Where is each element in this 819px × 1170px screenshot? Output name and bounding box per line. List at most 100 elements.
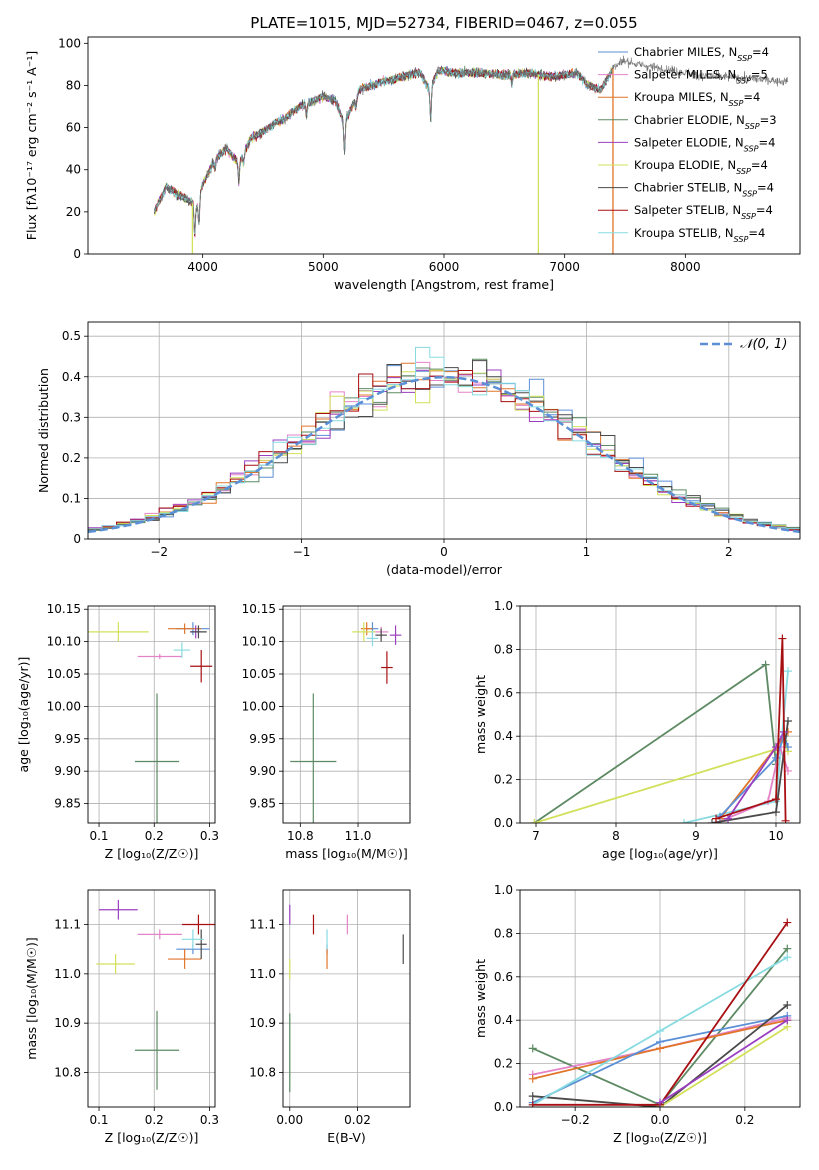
age_vs_z-plot-area bbox=[88, 622, 213, 823]
weight-marker bbox=[761, 660, 770, 669]
point-kroupa_elodie bbox=[352, 622, 376, 642]
y-tick-label: 0.8 bbox=[494, 926, 513, 940]
weight-line-chabrier_elodie bbox=[533, 663, 777, 823]
y-axis-label: Normed distribution bbox=[36, 368, 51, 493]
residual-histogram-kroupa_stelib bbox=[88, 346, 800, 530]
point-chabrier_stelib bbox=[195, 929, 207, 960]
label-part: Kroupa STELIB, N bbox=[634, 226, 734, 240]
label-part: =3 bbox=[760, 113, 777, 127]
point-salpeter_elodie bbox=[99, 899, 138, 920]
weight_vs_age-frame bbox=[519, 605, 801, 824]
legend-label: Chabrier MILES, NSSP=4 bbox=[634, 45, 769, 63]
mass_vs_ebv-plot-area bbox=[289, 904, 404, 1093]
mass_vs_ebv-frame bbox=[282, 889, 411, 1108]
weight-marker bbox=[708, 819, 716, 823]
y-tick-label: 40 bbox=[66, 163, 81, 177]
point-kroupa_stelib bbox=[181, 929, 204, 950]
label-subscript: SSP bbox=[736, 76, 751, 85]
label-subscript: SSP bbox=[736, 167, 751, 176]
legend-label: Salpeter STELIB, NSSP=4 bbox=[634, 203, 773, 221]
legend-label: Salpeter ELODIE, NSSP=4 bbox=[634, 135, 775, 153]
y-tick-label: 9.95 bbox=[249, 732, 276, 746]
point-chabrier_stelib bbox=[375, 628, 387, 642]
x-axis-label: age [log₁₀(age/yr)] bbox=[602, 846, 718, 861]
mass_vs_ebv-axes: 0.00 0.02 10.8 10.9 11.0 11.1 E(B-V) bbox=[249, 890, 410, 1145]
label-subscript: SSP bbox=[729, 99, 744, 108]
x-tick-label: −1 bbox=[293, 545, 311, 559]
y-tick-label: 0 bbox=[73, 532, 81, 546]
x-tick-label: 0.2 bbox=[735, 1113, 754, 1127]
weight-marker bbox=[712, 814, 720, 823]
weight-marker bbox=[781, 816, 790, 823]
y-tick-label: 60 bbox=[66, 121, 81, 135]
weight_vs_age-axes: 7 8 9 10 0.0 0.2 0.4 0.6 0.8 1.0 age [log₁₀(age/yr… bbox=[473, 599, 800, 861]
y-tick-label: 0.5 bbox=[62, 329, 81, 343]
y-tick-label: 0.0 bbox=[494, 1100, 513, 1114]
weight-marker bbox=[528, 1044, 537, 1053]
point-chabrier_elodie bbox=[290, 693, 337, 823]
weight-marker bbox=[724, 814, 732, 823]
x-tick-label: 2 bbox=[725, 545, 733, 559]
model-spectrum-kroupa_elodie bbox=[154, 66, 614, 235]
point-salpeter_elodie bbox=[389, 625, 402, 645]
label-part: Chabrier ELODIE, N bbox=[634, 113, 745, 127]
y-tick-label: 9.85 bbox=[249, 797, 276, 811]
x-tick-label: 8 bbox=[612, 829, 620, 843]
mass_vs_z-plot-area bbox=[96, 899, 215, 1090]
x-axis-label: wavelength [Angstrom, rest frame] bbox=[334, 277, 554, 292]
y-tick-label: 10.00 bbox=[47, 699, 81, 713]
point-salpeter_stelib bbox=[181, 914, 215, 935]
point-salpeter_stelib bbox=[190, 650, 213, 683]
point-salpeter_stelib bbox=[381, 651, 393, 684]
y-tick-label: 0.6 bbox=[494, 970, 513, 984]
y-tick-label: 10.10 bbox=[47, 635, 81, 649]
point-chabrier_elodie bbox=[134, 693, 180, 823]
x-tick-label: 0.3 bbox=[200, 829, 219, 843]
x-tick-label: 0.2 bbox=[145, 1113, 164, 1127]
label-part: Chabrier MILES, N bbox=[634, 45, 737, 59]
weight-line-salpeter_elodie bbox=[659, 1019, 788, 1104]
y-tick-label: 11.0 bbox=[54, 967, 81, 981]
weight-marker bbox=[528, 1100, 537, 1107]
weight-marker bbox=[656, 1027, 664, 1036]
label-subscript: SSP bbox=[742, 189, 757, 198]
label-part: Kroupa ELODIE, N bbox=[634, 158, 736, 172]
age_vs_z-frame bbox=[87, 605, 216, 824]
label-subscript: SSP bbox=[741, 212, 756, 221]
weight-marker bbox=[784, 667, 792, 676]
weight-line-kroupa_elodie bbox=[659, 1025, 788, 1107]
weight-marker bbox=[772, 808, 780, 817]
weight-marker bbox=[656, 1098, 664, 1107]
label-part: =4 bbox=[751, 158, 768, 172]
spectrum-frame bbox=[87, 36, 801, 255]
label-part: =4 bbox=[752, 45, 769, 59]
weight-line-salpeter_stelib bbox=[715, 638, 787, 821]
y-axis-label: mass weight bbox=[473, 675, 488, 754]
label-subscript: SSP bbox=[745, 121, 760, 130]
normal-curve bbox=[88, 375, 800, 534]
x-axis-label: Z [log₁₀(Z/Z☉)] bbox=[105, 1130, 199, 1145]
legend-label: Kroupa ELODIE, NSSP=4 bbox=[634, 158, 768, 176]
x-tick-label: 0.1 bbox=[89, 829, 108, 843]
x-axis-label: Z [log₁₀(Z/Z☉)] bbox=[613, 1130, 707, 1145]
y-tick-label: 11.0 bbox=[249, 967, 276, 981]
age_vs_mass-axes: 10.8 11.0 9.85 9.90 9.95 10.00 10.05 10.10 10.15… bbox=[242, 602, 410, 861]
label-part: =4 bbox=[756, 203, 773, 217]
x-axis-label: Z [log₁₀(Z/Z☉)] bbox=[105, 846, 199, 861]
x-tick-label: −2 bbox=[150, 545, 168, 559]
mass_vs_z-axes: 0.1 0.2 0.3 10.8 10.9 11.0 11.1 Z [log₁₀(Z/Z☉)]… bbox=[24, 890, 219, 1145]
label-subscript: SSP bbox=[744, 144, 759, 153]
x-tick-label: 0.0 bbox=[650, 1113, 669, 1127]
legend-label: Kroupa STELIB, NSSP=4 bbox=[634, 226, 765, 244]
y-tick-label: 0.1 bbox=[62, 491, 81, 505]
y-tick-label: 9.95 bbox=[54, 732, 81, 746]
y-tick-label: 11.1 bbox=[249, 918, 276, 932]
x-tick-label: 7 bbox=[532, 829, 540, 843]
x-tick-label: 10 bbox=[768, 829, 783, 843]
weight-marker bbox=[656, 1037, 664, 1046]
y-tick-label: 1.0 bbox=[494, 599, 513, 613]
x-tick-label: 1 bbox=[583, 545, 591, 559]
spectrum-plot-area bbox=[154, 55, 789, 254]
